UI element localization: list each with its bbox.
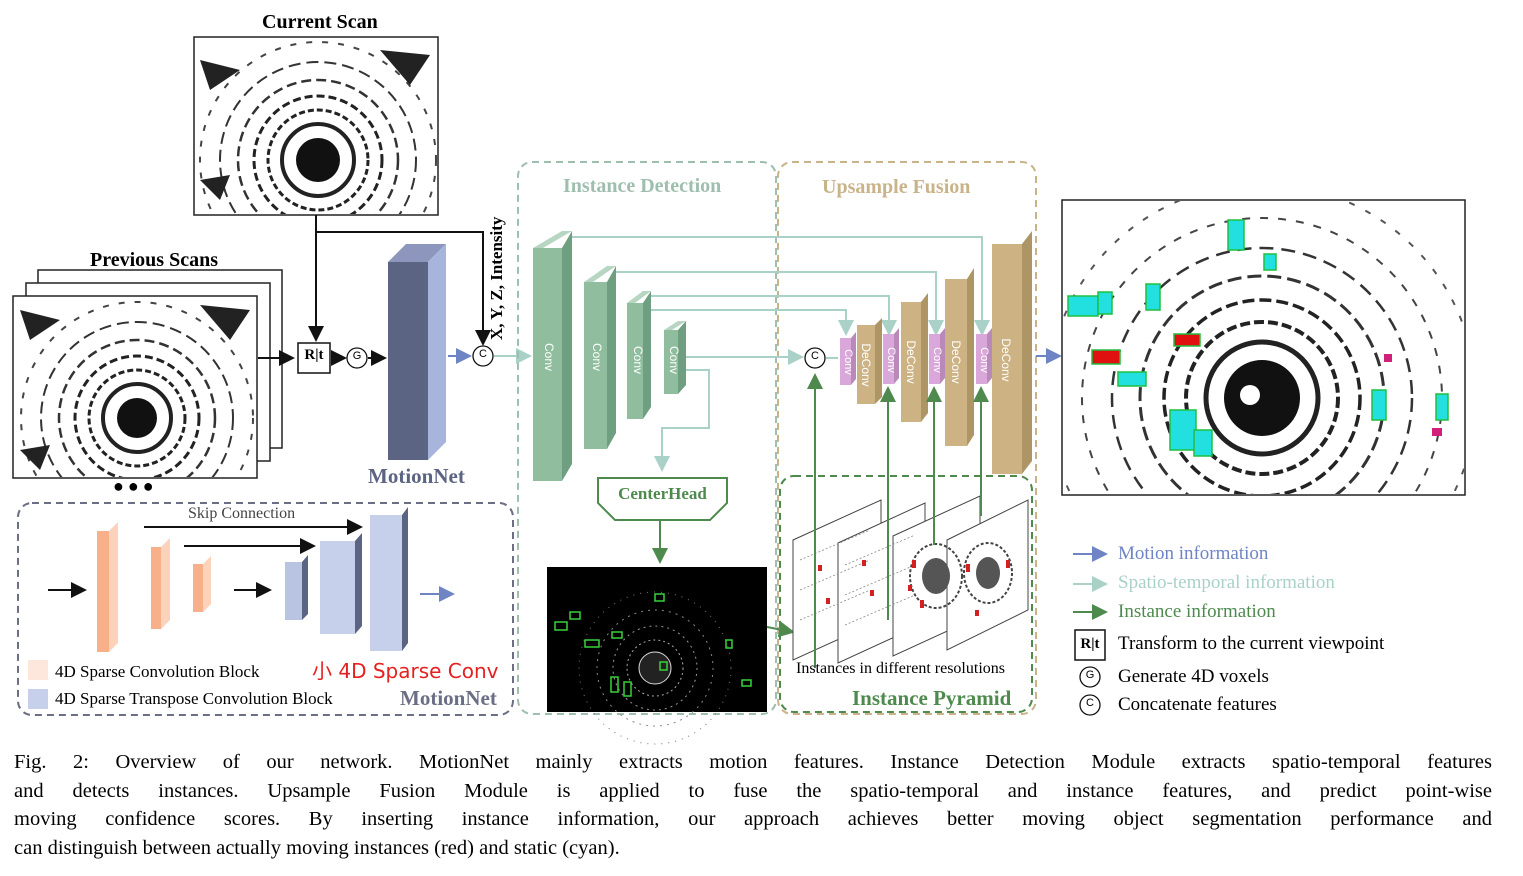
instance-pyramid-box [779, 475, 1033, 713]
rt-box [297, 342, 331, 374]
deconv-block-2 [901, 293, 928, 422]
previous-scans-label: Previous Scans [90, 249, 218, 271]
sparse-conv-block-2 [151, 538, 170, 629]
pink-conv-4 [976, 328, 992, 384]
legend-rt-box [1074, 629, 1106, 661]
pink-conv-2 [883, 328, 899, 384]
upsample-fusion-module [777, 161, 1037, 715]
sparse-transpose-block-1 [285, 555, 308, 620]
sparse-conv-block-3 [193, 556, 211, 612]
deconv-label-1: DeConv [859, 343, 873, 386]
sparse-transpose-legend: 4D Sparse Transpose Convolution Block [55, 689, 333, 708]
deconv-label-4: DeConv [999, 338, 1013, 381]
conv-block-4 [664, 321, 686, 394]
xyz-intensity-label: X, Y, Z, Intensity [487, 216, 506, 340]
c-circle-1 [472, 345, 494, 367]
instance-pyramid-title: Instance Pyramid [852, 686, 1012, 710]
sparse-transpose-block-3 [370, 507, 408, 651]
legend-g-label: G [1085, 669, 1095, 681]
legend-c-text: Concatenate features [1118, 694, 1277, 715]
g-circle [346, 347, 368, 369]
output-scan-image [1061, 199, 1466, 496]
overlay-note: 小 4D Sparse Conv [312, 659, 499, 683]
sparse-conv-swatch [28, 660, 48, 680]
pink-conv-3 [929, 328, 945, 384]
motionnet-label: MotionNet [368, 464, 465, 488]
conv-label-3: Conv [631, 346, 645, 374]
c-label-2: C [811, 350, 819, 362]
legend-motion-text: Motion information [1118, 543, 1269, 564]
more-scans-dots: ●●● [113, 476, 158, 496]
legend-rt-label: R|t [1080, 636, 1100, 652]
caption-line-1: Fig. 2: Overview of our network. MotionN… [14, 751, 1492, 773]
legend-rt-text: Transform to the current viewpoint [1118, 633, 1385, 654]
legend-g-text: Generate 4D voxels [1118, 666, 1269, 687]
legend-c-label: C [1086, 697, 1094, 709]
instances-caption: Instances in different resolutions [796, 660, 1005, 677]
c-circle-2 [804, 347, 826, 369]
motionnet-block [388, 244, 446, 460]
deconv-block-4 [992, 231, 1032, 474]
pink-conv-label-4: Conv [978, 347, 990, 373]
conv-label-2: Conv [590, 343, 604, 371]
conv-label-1: Conv [542, 343, 556, 371]
pink-conv-label-3: Conv [931, 347, 943, 373]
pink-conv-label-1: Conv [842, 349, 854, 375]
legend-spatio-text: Spatio-temporal information [1118, 572, 1335, 593]
pyramid-planes [792, 495, 1029, 664]
conv-block-1 [533, 231, 572, 481]
g-label: G [352, 350, 362, 362]
current-scan-label: Current Scan [262, 11, 378, 33]
pink-conv-label-2: Conv [885, 347, 897, 373]
sparse-conv-block-1 [97, 522, 118, 652]
legend-c-circle [1079, 694, 1101, 716]
deconv-block-1 [857, 318, 882, 404]
centerhead-box [597, 477, 728, 521]
upsample-fusion-title: Upsample Fusion [822, 176, 971, 198]
centerhead-label: CenterHead [618, 484, 707, 503]
legend-instance-text: Instance information [1118, 601, 1276, 622]
c-label-1: C [479, 348, 487, 360]
sparse-transpose-block-2 [320, 533, 362, 634]
detection-image [547, 567, 767, 745]
motionnet-box-title: MotionNet [400, 686, 497, 710]
sparse-transpose-swatch [28, 689, 48, 709]
figure-caption: Fig. 2: Overview of our network. MotionN… [14, 748, 1492, 862]
diagram-canvas: Conv Conv Conv Conv Conv D [12, 36, 1466, 745]
previous-scans-stack [12, 269, 283, 479]
conv-block-2 [584, 266, 616, 449]
pink-conv-1 [840, 332, 856, 385]
sparse-conv-legend: 4D Sparse Convolution Block [55, 662, 260, 681]
caption-line-2: and detects instances. Upsample Fusion M… [14, 779, 1492, 802]
deconv-label-2: DeConv [904, 340, 918, 383]
current-scan-image [193, 36, 439, 216]
motionnet-detail-box [17, 502, 514, 716]
legend-g-circle [1079, 666, 1101, 688]
skip-connection-label: Skip Connection [188, 505, 296, 522]
caption-line-4: can distinguish between actually moving … [14, 836, 620, 859]
deconv-block-3 [945, 268, 974, 446]
instance-detection-title: Instance Detection [563, 175, 722, 197]
deconv-label-3: DeConv [949, 340, 963, 383]
conv-block-3 [627, 291, 651, 419]
conv-label-4: Conv [667, 346, 681, 374]
rt-label: R|t [304, 347, 324, 363]
instance-detection-module [517, 161, 777, 715]
caption-line-3: moving confidence scores. By inserting i… [14, 808, 1492, 830]
